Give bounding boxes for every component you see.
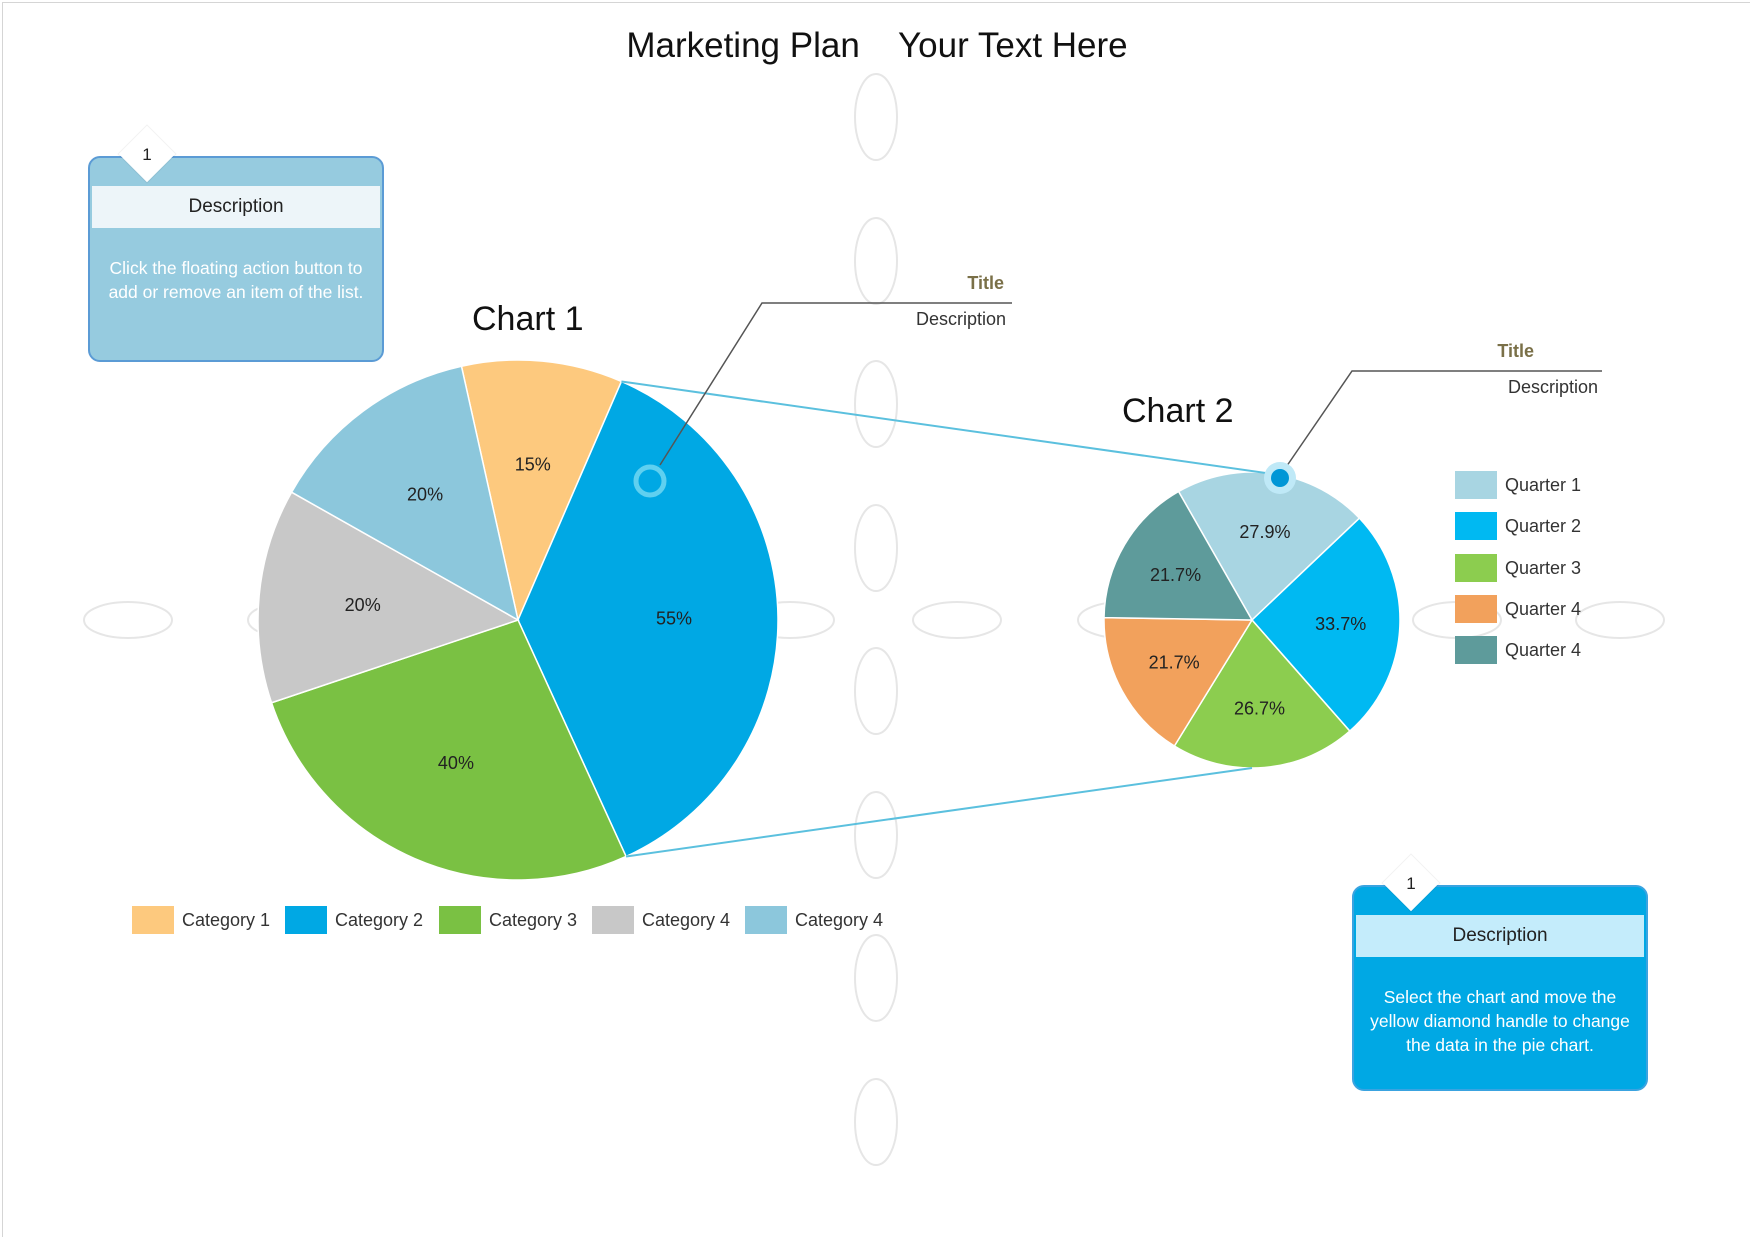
connector-line-top [621,380,1281,476]
callout-2-leader [1281,370,1602,474]
chart-2-legend-item[interactable]: Quarter 2 [1455,511,1581,541]
note-card-2-badge-number: 1 [1406,874,1416,893]
chart-2-legend-item[interactable]: Quarter 1 [1455,470,1581,500]
guide-ellipse [854,647,898,735]
chart-1-title: Chart 1 [472,300,584,338]
callout-1-description[interactable]: Description [915,309,1006,329]
chart-1-legend-item[interactable]: Category 3 [439,905,577,935]
guide-ellipse [1575,601,1665,639]
guide-ellipse [854,217,898,305]
chart-1-slice-label: 20% [345,595,381,615]
legend-label: Category 1 [182,909,271,930]
chart-1-slice[interactable] [257,491,520,704]
legend-swatch [1455,554,1497,582]
legend-swatch [1455,512,1497,540]
chart-2-slice[interactable] [1250,517,1401,733]
chart-2-slice[interactable] [1173,618,1351,769]
chart-1-slice-label: 15% [515,455,551,475]
chart-1-slice-label: 55% [656,608,692,628]
chart-1-slice[interactable] [290,365,520,622]
legend-swatch [1455,636,1497,664]
note-card-1-heading: Description [92,186,380,228]
legend-swatch [745,906,787,934]
zoom-connector-lines [621,380,1281,858]
legend-swatch [1455,595,1497,623]
chart-1-slice[interactable] [517,380,779,858]
legend-swatch [132,906,174,934]
callout-2-description[interactable]: Description [1507,377,1598,397]
chart-1-legend-item[interactable]: Category 2 [285,905,423,935]
chart-2-slice[interactable] [1103,490,1254,621]
legend-label: Category 4 [795,909,884,930]
legend-label: Category 4 [642,909,731,930]
legend-label: Category 2 [335,909,424,930]
chart-1-slice-label: 20% [407,485,443,505]
chart-2-title: Chart 2 [1122,392,1234,430]
chart-1-legend-item[interactable]: Category 1 [132,905,270,935]
guide-ellipse [854,73,898,161]
chart-1-pie[interactable]: 15% 55% 40% 20% 20% [257,359,779,881]
callout-2-title[interactable]: Title [1497,341,1534,361]
connector-line-bottom [625,767,1253,858]
note-card-1[interactable]: Description Click the floating action bu… [88,156,384,362]
chart-2-slice-label: 21.7% [1149,653,1200,673]
chart-2-legend-item[interactable]: Quarter 3 [1455,553,1581,583]
guide-ellipse [854,934,898,1022]
note-card-1-body: Click the floating action button to add … [108,258,364,302]
chart-1-slice[interactable] [270,619,628,881]
legend-swatch [285,906,327,934]
guide-ellipse [854,1078,898,1166]
legend-swatch [1455,471,1497,499]
callout-2-anchor-handle[interactable] [1271,469,1289,487]
legend-label: Quarter 2 [1505,515,1582,536]
callout-1-leader [659,302,1012,466]
guide-ellipse [854,360,898,448]
chart-2-slice-label: 26.7% [1234,698,1285,718]
chart-2-slice-label: 33.7% [1315,614,1366,634]
chart-2-legend-item[interactable]: Quarter 4 [1455,635,1581,665]
note-card-2-heading: Description [1356,915,1644,957]
chart-1-slice[interactable] [460,359,623,623]
chart-2-pie[interactable]: 27.9% 33.7% 26.7% 21.7% 21.7% [1103,471,1401,769]
note-card-1-badge-number: 1 [142,145,152,164]
chart-1-legend-item[interactable]: Category 4 [592,905,730,935]
guide-ellipse [912,601,1002,639]
callout-1-anchor-handle[interactable] [633,464,667,498]
guide-ellipse [854,504,898,592]
legend-label: Quarter 1 [1505,474,1582,495]
chart-2-legend-item[interactable]: Quarter 4 [1455,594,1581,624]
chart-2-slice-label: 27.9% [1239,522,1290,542]
legend-label: Quarter 4 [1505,639,1582,660]
legend-label: Quarter 4 [1505,598,1582,619]
chart-2-slice[interactable] [1103,616,1254,748]
legend-label: Quarter 3 [1505,557,1582,578]
callout-1-title[interactable]: Title [967,273,1004,293]
legend-swatch [439,906,481,934]
guide-ellipse [854,791,898,879]
legend-swatch [592,906,634,934]
chart-1-legend-item[interactable]: Category 4 [745,905,883,935]
legend-label: Category 3 [489,909,578,930]
note-card-2[interactable]: Description Select the chart and move th… [1352,885,1648,1091]
chart-2-slice-label: 21.7% [1150,565,1201,585]
page-title: Marketing Plan Your Text Here [626,26,1128,65]
chart-1-slice-label: 40% [438,753,474,773]
note-card-2-body: Select the chart and move the yellow dia… [1370,987,1630,1055]
guide-ellipse [83,601,173,639]
callout-leader-lines [633,302,1602,498]
